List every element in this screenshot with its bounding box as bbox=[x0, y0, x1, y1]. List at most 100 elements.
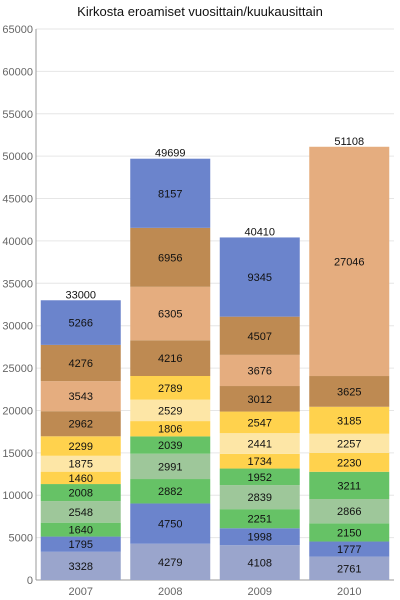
data-label: 2008 bbox=[69, 488, 93, 500]
y-tick-label: 50000 bbox=[2, 151, 33, 163]
bars bbox=[40, 146, 390, 580]
data-label: 2039 bbox=[158, 440, 182, 452]
bar-segment bbox=[309, 471, 390, 500]
bar-segment bbox=[219, 509, 300, 529]
bar-segment bbox=[219, 433, 300, 454]
data-label: 4108 bbox=[248, 558, 272, 570]
data-label: 6956 bbox=[158, 252, 182, 264]
data-label: 9345 bbox=[248, 272, 272, 284]
y-tick-label: 0 bbox=[27, 575, 33, 587]
bar-segment bbox=[40, 344, 121, 382]
data-label: 3676 bbox=[248, 365, 272, 377]
data-label: 1952 bbox=[248, 472, 272, 484]
x-tick-label: 2010 bbox=[337, 586, 361, 598]
chart-title: Kirkosta eroamiset vuosittain/kuukausitt… bbox=[77, 4, 323, 19]
data-label: 1875 bbox=[69, 459, 93, 471]
data-label: 2547 bbox=[248, 417, 272, 429]
bar-segment bbox=[219, 468, 300, 486]
bar-segment bbox=[40, 501, 121, 523]
data-label: 1806 bbox=[158, 424, 182, 436]
data-label: 3328 bbox=[69, 561, 93, 573]
y-tick-label: 35000 bbox=[2, 278, 33, 290]
bar-segment bbox=[40, 411, 121, 437]
data-label: 1460 bbox=[69, 473, 93, 485]
bar-segment bbox=[130, 453, 211, 480]
bar-segment bbox=[309, 146, 390, 377]
x-tick-label: 2009 bbox=[248, 586, 272, 598]
data-label: 4279 bbox=[158, 557, 182, 569]
y-tick-label: 15000 bbox=[2, 448, 33, 460]
bar-segment bbox=[40, 455, 121, 472]
y-tick-label: 40000 bbox=[2, 236, 33, 248]
bar-segment bbox=[40, 551, 121, 580]
data-label: 2962 bbox=[69, 419, 93, 431]
data-label: 3211 bbox=[337, 480, 361, 492]
data-label: 2991 bbox=[158, 461, 182, 473]
data-label: 2529 bbox=[158, 405, 182, 417]
bar-segment bbox=[219, 528, 300, 546]
bar-segment bbox=[40, 436, 121, 456]
data-label: 3012 bbox=[248, 394, 272, 406]
y-tick-label: 60000 bbox=[2, 66, 33, 78]
bar-segment bbox=[130, 436, 211, 454]
y-tick-label: 55000 bbox=[2, 109, 33, 121]
bar-total-label: 40410 bbox=[244, 226, 275, 238]
y-tick-label: 30000 bbox=[2, 321, 33, 333]
data-label: 2839 bbox=[248, 492, 272, 504]
bar-segment bbox=[130, 286, 211, 341]
bar-segment bbox=[219, 386, 300, 412]
bar-total-label: 33000 bbox=[65, 289, 96, 301]
bar-total-label: 51108 bbox=[334, 136, 364, 148]
y-tick-label: 25000 bbox=[2, 363, 33, 375]
data-label: 2150 bbox=[337, 527, 361, 539]
bar-segment bbox=[309, 556, 390, 580]
bar-segment bbox=[130, 158, 211, 228]
bar-segment bbox=[219, 545, 300, 580]
bar-segment bbox=[309, 452, 390, 472]
bar-segment bbox=[219, 354, 300, 387]
bar-segment bbox=[40, 522, 121, 537]
bar-segment bbox=[130, 543, 211, 580]
y-tick-label: 10000 bbox=[2, 490, 33, 502]
bar-segment bbox=[40, 300, 121, 345]
data-label: 1795 bbox=[69, 539, 93, 551]
bar-segment bbox=[40, 471, 121, 485]
data-label: 2299 bbox=[69, 441, 93, 453]
bar-segment bbox=[40, 381, 121, 412]
bar-segment bbox=[40, 536, 121, 552]
data-label: 2789 bbox=[158, 383, 182, 395]
data-label: 3625 bbox=[337, 386, 361, 398]
labels: 3328 1795 1640 2548 2008 1460 1875 2299 2962 3543… bbox=[65, 136, 364, 576]
bar-segment bbox=[219, 411, 300, 434]
bar-segment bbox=[219, 237, 300, 317]
bar-segment bbox=[219, 453, 300, 469]
bar-segment bbox=[40, 484, 121, 502]
y-tick-label: 20000 bbox=[2, 405, 33, 417]
bar-segment bbox=[309, 523, 390, 542]
data-label: 2251 bbox=[248, 514, 272, 526]
data-label: 4750 bbox=[158, 519, 182, 531]
y-tick-label: 45000 bbox=[2, 194, 33, 206]
data-label: 1777 bbox=[337, 544, 361, 556]
data-label: 6305 bbox=[158, 309, 182, 321]
data-label: 2761 bbox=[337, 563, 361, 575]
bar-segment bbox=[130, 340, 211, 377]
data-label: 1998 bbox=[248, 532, 272, 544]
data-label: 8157 bbox=[158, 188, 182, 200]
data-label: 2257 bbox=[337, 438, 361, 450]
bar-segment bbox=[130, 421, 211, 437]
bar-segment bbox=[130, 399, 211, 422]
bar-segment bbox=[130, 376, 211, 400]
x-tick-label: 2008 bbox=[158, 586, 182, 598]
axes: 0 5000 10000 15000 20000 25000 30000 35000 40000… bbox=[2, 24, 394, 598]
data-label: 2548 bbox=[69, 507, 93, 519]
y-tick-label: 5000 bbox=[9, 533, 33, 545]
bar-segment bbox=[309, 433, 390, 453]
data-label: 2882 bbox=[158, 486, 182, 498]
bar-segment bbox=[219, 316, 300, 355]
data-label: 2230 bbox=[337, 457, 361, 469]
data-label: 2866 bbox=[337, 506, 361, 518]
data-label: 4507 bbox=[248, 331, 272, 343]
bar-segment bbox=[130, 503, 211, 544]
